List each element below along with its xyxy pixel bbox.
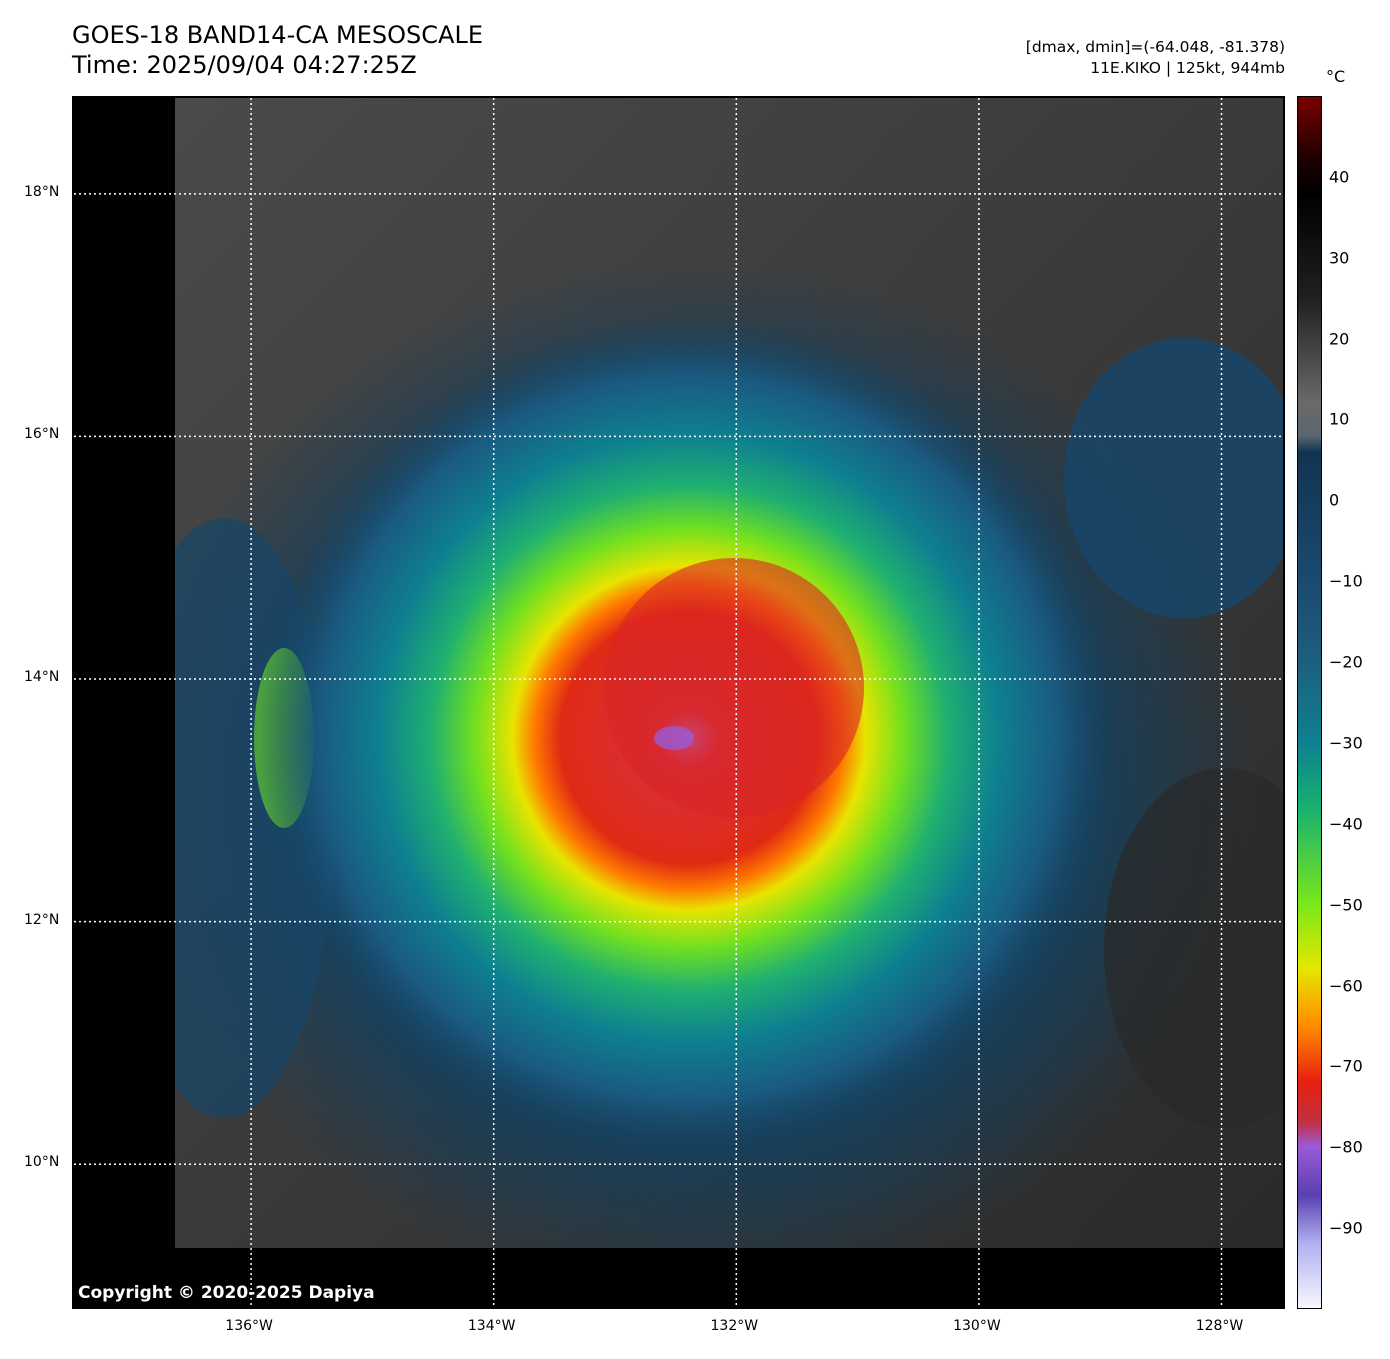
colorbar-tick-label: −40 bbox=[1329, 814, 1363, 834]
colorbar-tick-label: −60 bbox=[1329, 976, 1363, 996]
latitude-tick-label: 18°N bbox=[24, 183, 60, 200]
colorbar-tick-label: 20 bbox=[1329, 329, 1350, 349]
colorbar-tick-label: −50 bbox=[1329, 895, 1363, 915]
title-product: GOES-18 BAND14-CA MESOSCALE bbox=[72, 21, 483, 49]
dmax-dmin-label: [dmax, dmin]=(-64.048, -81.378) bbox=[1025, 38, 1285, 56]
satellite-imagery bbox=[74, 98, 1283, 1307]
chart-title: GOES-18 BAND14-CA MESOSCALE Time: 2025/0… bbox=[72, 20, 483, 80]
colorbar-tick-label: 30 bbox=[1329, 248, 1350, 268]
longitude-tick-label: 132°W bbox=[710, 1318, 759, 1334]
latitude-tick-label: 12°N bbox=[24, 911, 60, 928]
colorbar-tick-label: −70 bbox=[1329, 1056, 1363, 1076]
colorbar-tick-label: 0 bbox=[1329, 490, 1340, 510]
title-time: Time: 2025/09/04 04:27:25Z bbox=[72, 51, 417, 79]
colorbar-unit: °C bbox=[1326, 67, 1346, 86]
colorbar-tick-label: −80 bbox=[1329, 1137, 1363, 1157]
colorbar-tick-label: 40 bbox=[1329, 167, 1350, 187]
colorbar-tick-label: −90 bbox=[1329, 1218, 1363, 1238]
colorbar-tick-label: −10 bbox=[1329, 571, 1363, 591]
satellite-map: Copyright © 2020-2025 Dapiya bbox=[72, 96, 1285, 1309]
colorbar bbox=[1297, 96, 1322, 1309]
longitude-tick-label: 128°W bbox=[1195, 1318, 1244, 1334]
latitude-tick-label: 10°N bbox=[24, 1154, 60, 1171]
latitude-tick-label: 14°N bbox=[24, 669, 60, 686]
longitude-tick-label: 130°W bbox=[953, 1318, 1001, 1334]
hurricane-eye bbox=[654, 726, 694, 750]
colorbar-tick-label: −30 bbox=[1329, 733, 1363, 753]
colorbar-tick-label: 10 bbox=[1329, 409, 1350, 429]
colorbar-tick-label: −20 bbox=[1329, 652, 1363, 672]
longitude-tick-label: 136°W bbox=[225, 1318, 273, 1334]
storm-info: [dmax, dmin]=(-64.048, -81.378) 11E.KIKO… bbox=[1026, 37, 1285, 79]
latitude-tick-label: 16°N bbox=[24, 426, 60, 443]
storm-name-label: 11E.KIKO | 125kt, 944mb bbox=[1090, 59, 1285, 77]
copyright-label: Copyright © 2020-2025 Dapiya bbox=[78, 1283, 375, 1303]
gridlines bbox=[74, 98, 1283, 1307]
longitude-tick-label: 134°W bbox=[467, 1318, 516, 1334]
